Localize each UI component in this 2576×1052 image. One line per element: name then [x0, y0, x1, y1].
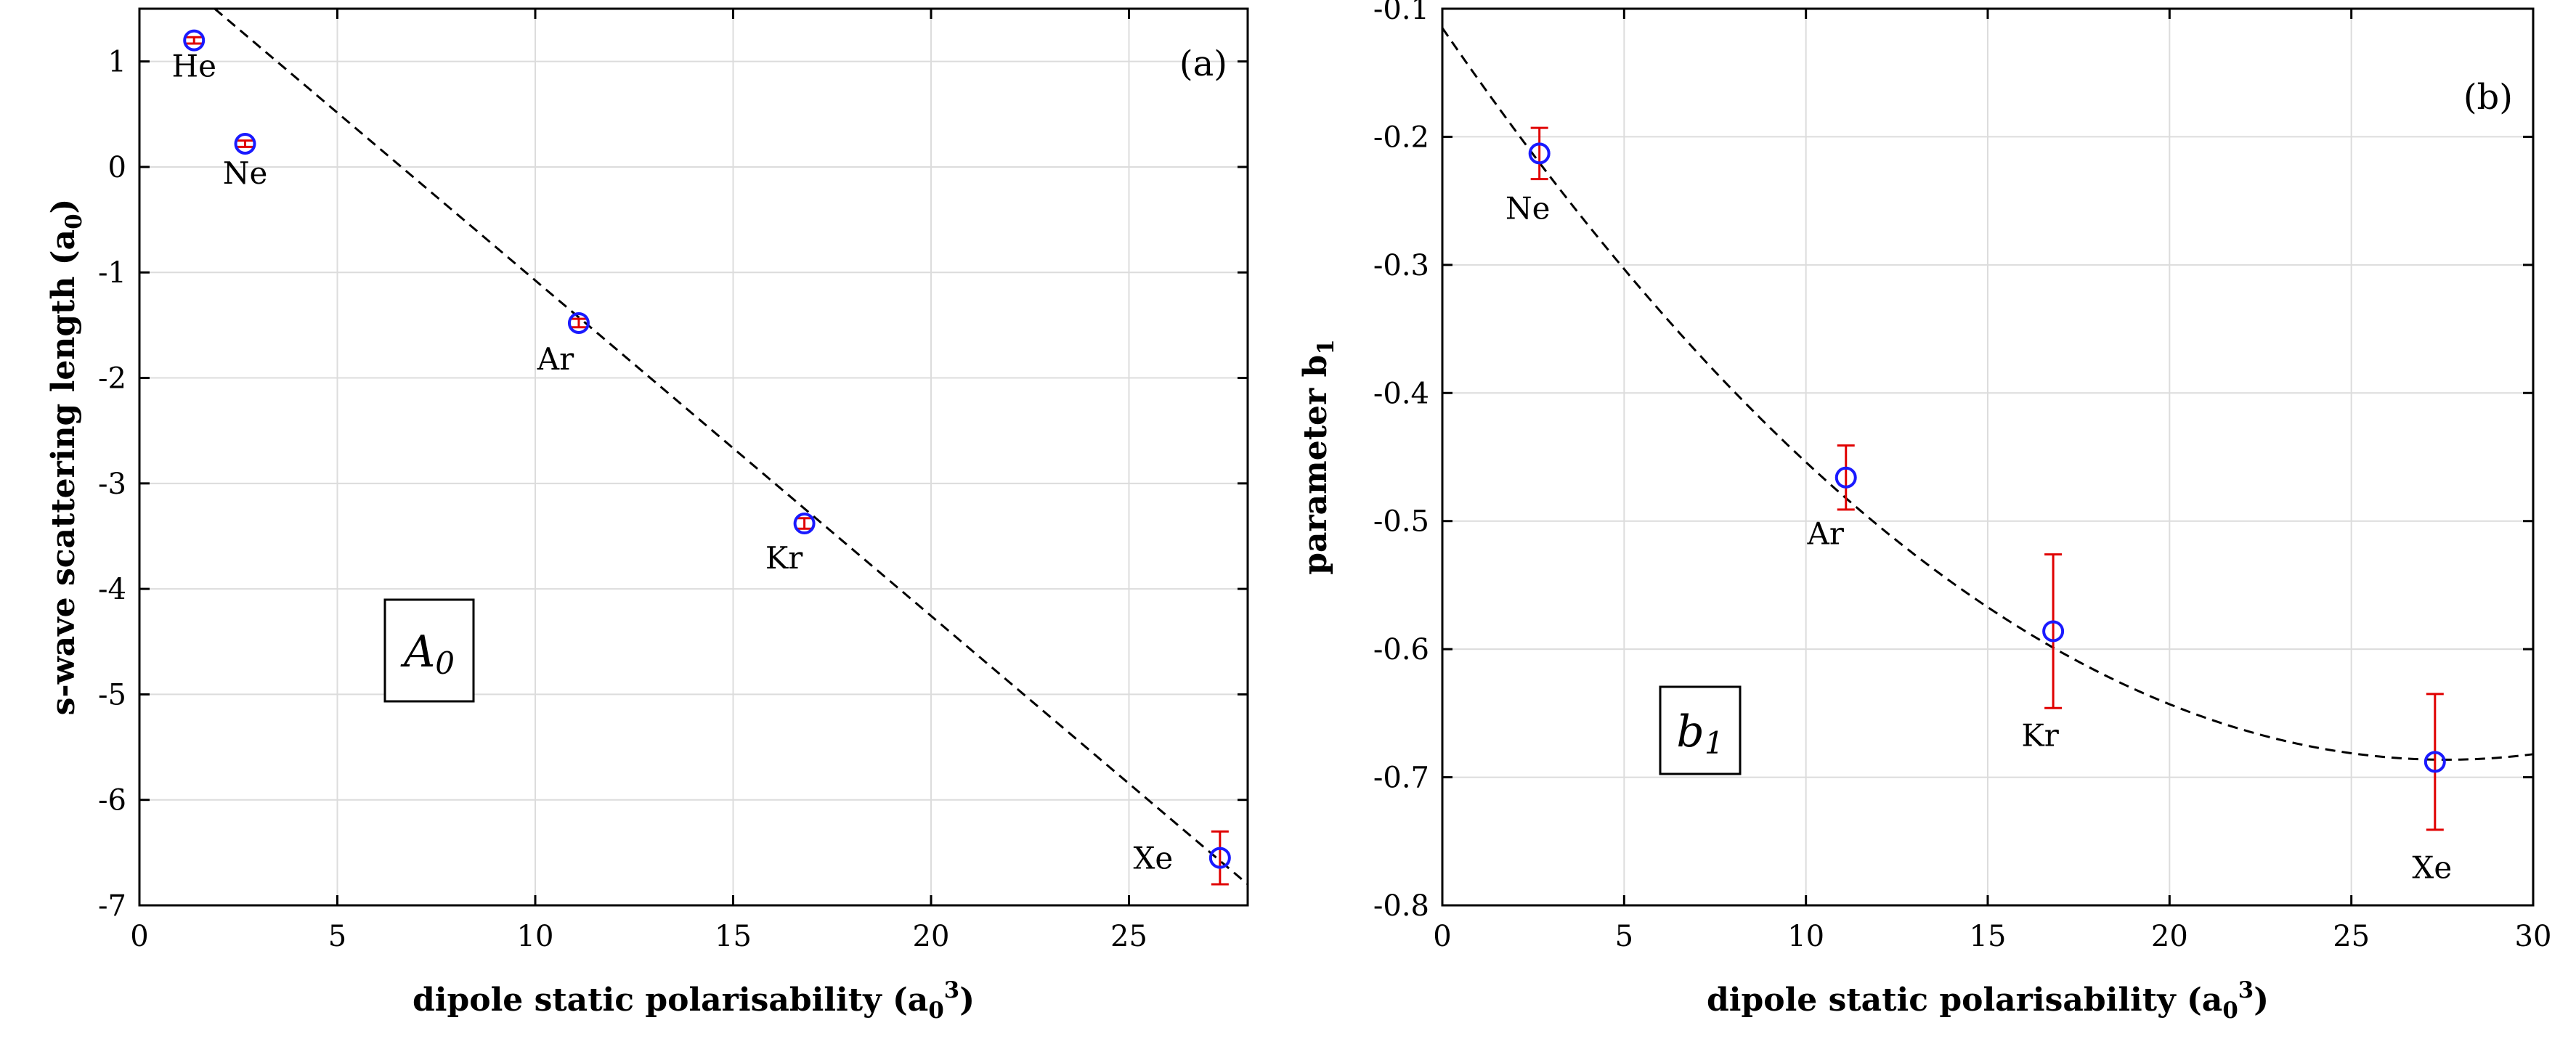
panel-a-point-Ar: [567, 311, 590, 334]
panel-b-point-label-Ne: Ne: [1506, 190, 1551, 226]
panel-a-ytick-label: -1: [98, 256, 126, 290]
panel-a-xtick-label: 5: [328, 920, 346, 953]
panel-a-tag: (a): [1179, 44, 1227, 84]
panel-b-point-Kr: [2042, 620, 2065, 643]
panel-a-ytick-label: 0: [108, 151, 126, 184]
panel-b-ytick-label: -0.2: [1373, 121, 1429, 154]
panel-a-ytick-label: -7: [98, 889, 126, 923]
panel-b-xtick-label: 10: [1787, 920, 1824, 953]
panel-b-xtick-label: 30: [2515, 920, 2552, 953]
panel-b: 0 5 10 15 20 25 30 -0.1 -0.2 -0.3 -0.4 -0.5 -0.6 -0.7…: [1373, 0, 2552, 953]
panel-b-ytick-label: -0.5: [1373, 505, 1429, 539]
panel-a-ytick-label: 1: [108, 46, 126, 79]
panel-b-point-label-Xe: Xe: [2412, 849, 2452, 885]
panel-b-xtick-label: 20: [2151, 920, 2188, 953]
panel-b-ytick-label: -0.6: [1373, 633, 1429, 666]
panel-a-fit-line: [214, 7, 1248, 886]
panel-a-point-label-Ar: Ar: [537, 341, 574, 377]
panel-b-point-label-Kr: Kr: [2021, 717, 2059, 753]
panel-b-xtick-label: 0: [1433, 920, 1451, 953]
panel-a-point-Ne: [234, 132, 256, 155]
panel-a-ytick-label: -4: [98, 573, 126, 606]
panel-b-point-label-Ar: Ar: [1807, 516, 1845, 552]
panel-b-xtick-label: 25: [2333, 920, 2370, 953]
panel-a-point-He: [183, 29, 206, 52]
panel-a-axes-box: [138, 7, 1249, 907]
panel-b-ytick-label: -0.1: [1373, 0, 1429, 26]
panel-b-fit-line: [1441, 27, 2534, 761]
panel-a-ytick-label: -2: [98, 362, 126, 396]
panel-b-boxed-label: b1: [1676, 706, 1723, 761]
panel-b-point-Ar: [1835, 466, 1857, 489]
panel-a-point-label-Xe: Xe: [1133, 841, 1173, 876]
panel-b-xtick-label: 15: [1970, 920, 2007, 953]
panel-b-ytick-label: -0.4: [1373, 377, 1429, 410]
panel-a-y-axis-label: s-wave scattering length (a0): [45, 199, 87, 716]
panel-a-point-Xe: [1208, 847, 1231, 869]
panel-a-xtick-label: 15: [715, 920, 752, 953]
panel-a-ytick-label: -5: [98, 678, 126, 711]
panel-a-point-label-Kr: Kr: [765, 540, 803, 576]
panel-b-ytick-label: -0.3: [1373, 249, 1429, 282]
panel-a-point-label-He: He: [171, 49, 216, 84]
panel-b-ytick-label: -0.8: [1373, 889, 1429, 923]
panel-a-ytick-label: -6: [98, 784, 126, 817]
panel-b-x-axis-label: dipole static polarisability (a03): [1707, 977, 2269, 1024]
panel-a-xtick-label: 25: [1110, 920, 1147, 953]
panel-a-ytick-label: -3: [98, 468, 126, 501]
panel-b-y-axis-label: parameter b1: [1297, 339, 1339, 575]
panel-a-boxed-label-frame: [383, 598, 475, 703]
panel-b-point-Xe: [2423, 751, 2446, 773]
panel-a-xtick-label: 0: [130, 920, 148, 953]
panel-a-x-axis-label: dipole static polarisability (a03): [413, 977, 975, 1024]
panel-a-point-label-Ne: Ne: [223, 155, 268, 191]
panel-b-xtick-label: 5: [1615, 920, 1633, 953]
panel-b-boxed-label-frame: [1659, 685, 1742, 775]
panel-b-point-Ne: [1528, 142, 1551, 165]
panel-a-xtick-label: 20: [913, 920, 950, 953]
panel-a-xtick-label: 10: [517, 920, 554, 953]
panel-a-boxed-label: A0: [400, 627, 455, 681]
panel-b-ytick-label: -0.7: [1373, 762, 1429, 795]
panel-b-tag: (b): [2463, 77, 2513, 118]
panel-a-point-Kr: [793, 513, 816, 535]
